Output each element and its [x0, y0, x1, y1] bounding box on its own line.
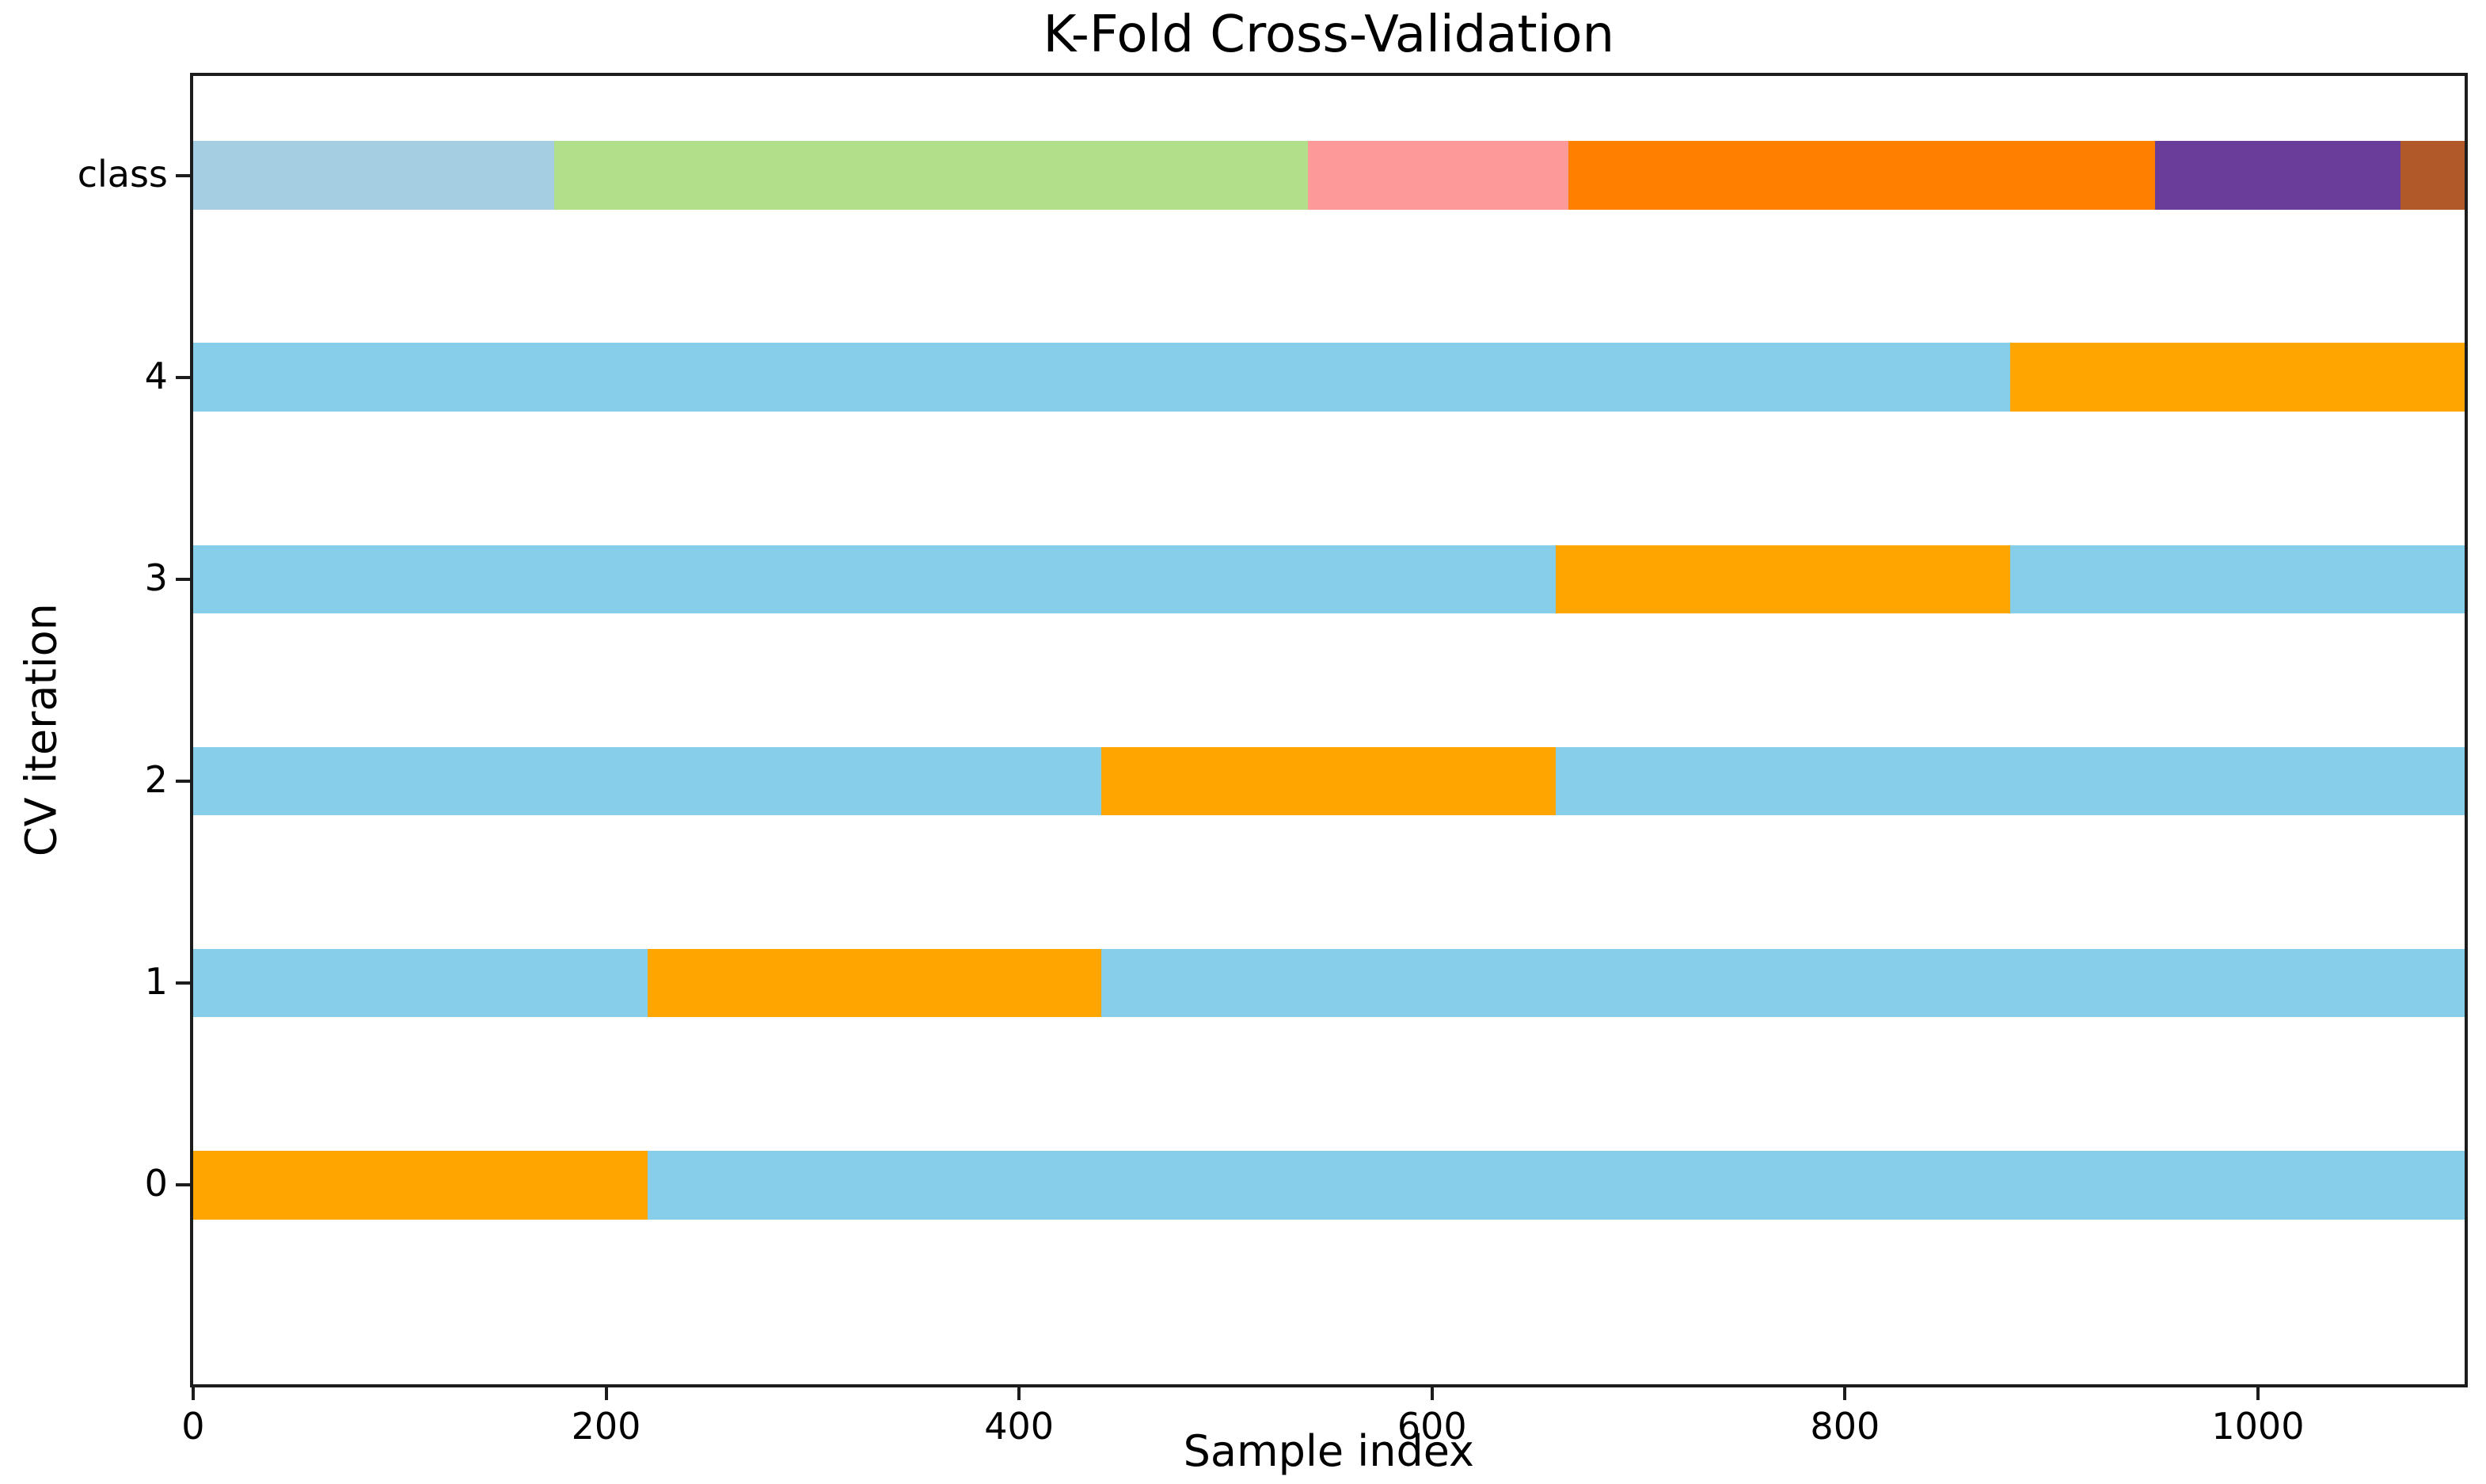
y-tick-label-3: 3: [144, 556, 168, 599]
y-tick-label-4: 4: [144, 354, 168, 397]
x-tick-mark: [1843, 1384, 1847, 1401]
y-tick-mark: [175, 577, 193, 581]
y-tick-label-class: class: [77, 152, 168, 195]
class-segment-3: [1568, 141, 2155, 210]
test-segment: [1556, 545, 2010, 614]
test-segment: [647, 948, 1102, 1018]
chart-title: K-Fold Cross-Validation: [1043, 6, 1615, 64]
x-tick-mark: [604, 1384, 608, 1401]
x-tick-label-1000: 1000: [2211, 1405, 2305, 1448]
cv-iteration-row-2: [192, 746, 2465, 816]
class-segment-4: [2154, 141, 2400, 210]
y-axis-label: CV iteration: [16, 603, 67, 857]
class-segment-1: [554, 141, 1309, 210]
y-tick-mark: [175, 1183, 193, 1187]
x-tick-label-200: 200: [571, 1405, 641, 1448]
x-tick-mark: [2256, 1384, 2260, 1401]
train-segment: [192, 545, 2465, 614]
x-tick-mark: [1430, 1384, 1434, 1401]
cv-iteration-row-0: [192, 1151, 2465, 1220]
test-segment: [192, 1151, 648, 1220]
y-tick-mark: [175, 173, 193, 177]
y-tick-mark: [175, 780, 193, 784]
class-distribution-row: [192, 141, 2465, 210]
y-tick-label-0: 0: [144, 1162, 168, 1205]
cv-iteration-row-1: [192, 948, 2465, 1018]
class-segment-5: [2400, 141, 2465, 210]
plot-area: class 4 3 2 1 0 0 200 400 600 800 1000: [78, 73, 2468, 1448]
x-tick-mark: [191, 1384, 195, 1401]
y-tick-mark: [175, 981, 193, 985]
x-tick-label-800: 800: [1810, 1405, 1880, 1448]
y-tick-label-2: 2: [144, 757, 168, 801]
y-tick-mark: [175, 375, 193, 379]
cv-iteration-row-4: [192, 343, 2465, 412]
test-segment: [2009, 343, 2465, 412]
test-segment: [1101, 746, 1557, 816]
x-tick-label-0: 0: [181, 1405, 205, 1448]
cv-iteration-row-3: [192, 545, 2465, 614]
y-tick-label-1: 1: [144, 959, 168, 1003]
x-axis-label: Sample index: [1183, 1426, 1474, 1476]
class-segment-2: [1308, 141, 1568, 210]
train-segment: [192, 948, 2465, 1018]
x-tick-label-600: 600: [1397, 1405, 1467, 1448]
class-segment-0: [192, 141, 555, 210]
x-tick-mark: [1017, 1384, 1021, 1401]
x-tick-label-400: 400: [984, 1405, 1055, 1448]
